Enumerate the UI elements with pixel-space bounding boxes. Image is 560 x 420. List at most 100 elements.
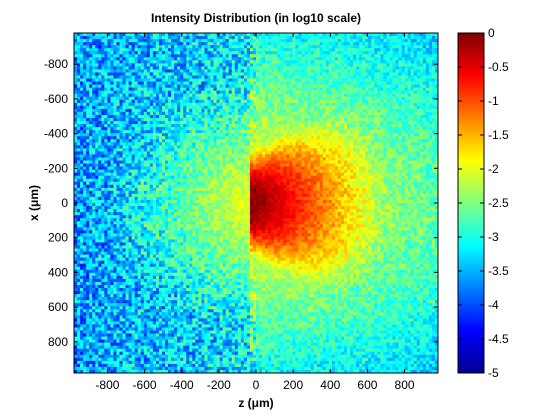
heatmap-cell	[307, 151, 311, 155]
heatmap-cell	[407, 108, 412, 113]
heatmap-cell	[377, 154, 381, 158]
heatmap-cell	[228, 51, 233, 55]
heatmap-cell	[183, 105, 187, 110]
heatmap-cell	[319, 51, 324, 55]
heatmap-cell	[140, 96, 145, 101]
heatmap-cell	[143, 75, 148, 79]
heatmap-cell	[165, 151, 169, 155]
heatmap-cell	[125, 69, 129, 73]
heatmap-cell	[377, 63, 381, 67]
heatmap-cell	[310, 54, 315, 58]
heatmap-cell	[237, 111, 242, 116]
heatmap-cell	[313, 142, 318, 146]
heatmap-cell	[368, 66, 372, 70]
heatmap-cell	[407, 87, 412, 92]
heatmap-cell	[328, 108, 333, 113]
heatmap-cell	[356, 121, 360, 125]
heatmap-cell	[401, 124, 406, 128]
heatmap-cell	[189, 81, 193, 86]
heatmap-cell	[231, 39, 236, 43]
heatmap-cell	[195, 45, 199, 49]
heatmap-cell	[86, 145, 90, 149]
heatmap-cell	[80, 108, 84, 113]
heatmap-cell	[183, 136, 187, 140]
heatmap-cell	[256, 127, 260, 131]
heatmap-cell	[343, 69, 348, 73]
heatmap-cell	[204, 69, 208, 73]
heatmap-cell	[289, 108, 293, 113]
heatmap-cell	[125, 75, 129, 79]
heatmap-cell	[383, 69, 387, 73]
heatmap-cell	[107, 63, 111, 67]
heatmap-cell	[325, 136, 330, 140]
heatmap-cell	[213, 33, 217, 37]
heatmap-cell	[362, 105, 366, 110]
heatmap-cell	[395, 127, 399, 131]
heatmap-cell	[434, 33, 439, 37]
heatmap-cell	[201, 81, 205, 86]
heatmap-cell	[89, 99, 93, 104]
heatmap-cell	[410, 81, 415, 86]
heatmap-cell	[286, 72, 290, 76]
heatmap-cell	[313, 48, 318, 52]
heatmap-cell	[189, 102, 193, 107]
heatmap-cell	[231, 118, 236, 122]
heatmap-cell	[237, 54, 242, 58]
heatmap-cell	[246, 39, 251, 43]
heatmap-cell	[243, 54, 248, 58]
heatmap-cell	[113, 142, 117, 146]
heatmap-cell	[198, 154, 202, 158]
heatmap-cell	[86, 130, 90, 134]
heatmap-cell	[331, 93, 336, 98]
heatmap-cell	[243, 93, 248, 98]
heatmap-cell	[347, 130, 351, 134]
heatmap-cell	[80, 33, 84, 37]
heatmap-cell	[77, 136, 81, 140]
heatmap-cell	[328, 121, 333, 125]
heatmap-cell	[328, 78, 333, 82]
heatmap-cell	[107, 108, 111, 113]
heatmap-cell	[286, 60, 290, 64]
heatmap-cell	[434, 78, 439, 82]
heatmap-cell	[207, 108, 211, 113]
heatmap-cell	[107, 127, 111, 131]
heatmap-cell	[92, 96, 96, 101]
heatmap-cell	[401, 114, 406, 119]
heatmap-cell	[110, 130, 114, 134]
heatmap-cell	[77, 148, 81, 152]
heatmap-cell	[86, 45, 90, 49]
heatmap-cell	[280, 48, 284, 52]
heatmap-cell	[89, 118, 93, 122]
heatmap-cell	[307, 87, 311, 92]
heatmap-cell	[356, 87, 360, 92]
heatmap-cell	[359, 39, 363, 43]
heatmap-cell	[265, 81, 269, 86]
heatmap-cell	[122, 102, 126, 107]
heatmap-cell	[359, 48, 363, 52]
heatmap-cell	[252, 39, 257, 43]
heatmap-cell	[228, 60, 233, 64]
heatmap-cell	[416, 127, 421, 131]
heatmap-cell	[353, 148, 357, 152]
heatmap-cell	[86, 157, 90, 161]
heatmap-cell	[195, 124, 199, 128]
heatmap-cell	[74, 154, 78, 158]
heatmap-cell	[161, 145, 166, 149]
heatmap-cell	[298, 130, 302, 134]
heatmap-cell	[431, 154, 436, 158]
heatmap-cell	[237, 142, 242, 146]
heatmap-cell	[274, 75, 278, 79]
heatmap-cell	[161, 108, 166, 113]
heatmap-cell	[395, 151, 399, 155]
heatmap-cell	[177, 72, 181, 76]
heatmap-cell	[213, 145, 217, 149]
heatmap-cell	[310, 75, 315, 79]
heatmap-cell	[77, 36, 81, 40]
heatmap-cell	[134, 105, 139, 110]
heatmap-cell	[210, 54, 214, 58]
heatmap-cell	[101, 63, 105, 67]
heatmap-cell	[225, 136, 230, 140]
heatmap-cell	[252, 133, 257, 137]
heatmap-cell	[304, 93, 308, 98]
heatmap-cell	[113, 60, 117, 64]
